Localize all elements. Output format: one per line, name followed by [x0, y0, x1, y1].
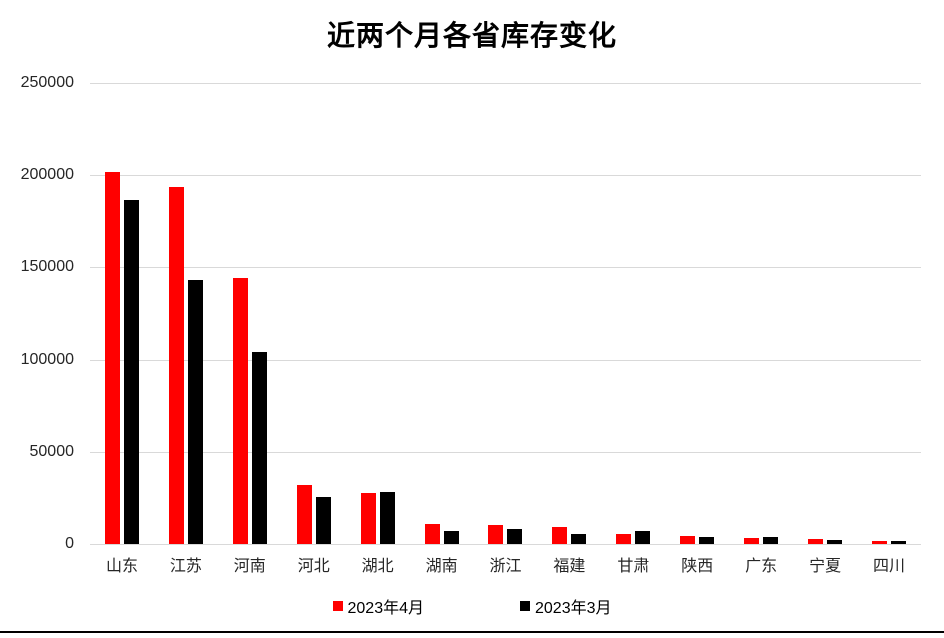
bar-2023年4月-广东	[744, 538, 760, 544]
x-tick-label-湖南: 湖南	[425, 558, 458, 575]
bar-group-江苏	[154, 83, 218, 544]
gridline	[90, 451, 921, 453]
gridline	[90, 175, 921, 177]
bar-group-四川	[857, 83, 921, 544]
x-tick-label-甘肃: 甘肃	[617, 558, 650, 575]
bar-group-甘肃	[601, 83, 665, 544]
y-tick-label: 150000	[20, 258, 74, 276]
bar-2023年4月-福建	[552, 526, 568, 544]
bar-group-山东	[90, 83, 154, 544]
bar-2023年3月-广东	[763, 537, 779, 544]
y-tick-label: 250000	[20, 74, 74, 91]
y-tick-label: 50000	[29, 442, 75, 460]
x-tick-label-陕西: 陕西	[681, 558, 714, 575]
legend-item-april: 2023年4月	[332, 594, 425, 618]
bar-2023年4月-四川	[872, 540, 888, 544]
y-axis-labels: 0 50000 100000 150000 200000 250000	[0, 75, 75, 552]
bar-2023年3月-浙江	[507, 528, 523, 544]
bar-2023年3月-河南	[251, 352, 267, 544]
bar-groups	[90, 83, 921, 544]
bar-2023年3月-湖北	[379, 492, 395, 544]
gridline	[90, 359, 921, 361]
plot-area	[90, 83, 921, 545]
bar-group-福建	[537, 83, 601, 544]
bar-2023年3月-江苏	[187, 280, 203, 544]
bar-2023年3月-河北	[315, 496, 331, 544]
gridline	[90, 267, 921, 269]
x-tick-label-山东: 山东	[105, 558, 138, 575]
x-tick-label-河南: 河南	[233, 558, 266, 575]
legend-swatch-april-icon	[332, 601, 343, 611]
bar-2023年4月-湖北	[360, 493, 376, 544]
y-tick-label: 200000	[20, 166, 74, 184]
bar-group-广东	[729, 83, 793, 544]
gridline	[90, 83, 921, 84]
bar-2023年3月-湖南	[443, 531, 459, 544]
bar-2023年4月-陕西	[680, 536, 696, 544]
bar-group-河北	[282, 83, 346, 544]
bar-2023年3月-甘肃	[635, 531, 651, 544]
bar-group-陕西	[665, 83, 729, 544]
bar-2023年3月-山东	[123, 200, 139, 544]
y-tick-label: 100000	[20, 350, 74, 368]
x-tick-label-江苏: 江苏	[169, 558, 202, 575]
y-tick-label: 0	[65, 535, 74, 552]
bar-2023年4月-湖南	[424, 523, 440, 544]
legend-label-april: 2023年4月	[347, 600, 425, 617]
bar-2023年4月-甘肃	[616, 533, 632, 544]
bar-2023年4月-江苏	[168, 187, 184, 544]
x-tick-label-宁夏: 宁夏	[809, 558, 842, 575]
bar-2023年3月-陕西	[699, 536, 715, 544]
bottom-border-line	[0, 631, 944, 633]
bar-group-河南	[218, 83, 282, 544]
legend: 2023年4月 2023年3月	[0, 594, 944, 618]
x-tick-label-广东: 广东	[745, 558, 778, 575]
x-tick-label-浙江: 浙江	[489, 558, 522, 575]
bar-2023年4月-河南	[232, 277, 248, 544]
bar-2023年4月-河北	[296, 485, 312, 544]
chart-title: 近两个月各省库存变化	[326, 20, 617, 51]
bar-2023年3月-福建	[571, 534, 587, 544]
bar-2023年3月-宁夏	[827, 539, 843, 544]
gridline	[90, 544, 921, 545]
legend-swatch-march-icon	[520, 601, 530, 611]
legend-item-march: 2023年3月	[520, 594, 612, 618]
x-tick-label-湖北: 湖北	[361, 558, 394, 575]
bar-group-宁夏	[793, 83, 857, 544]
x-tick-label-河北: 河北	[297, 558, 330, 575]
x-tick-label-福建: 福建	[553, 558, 586, 575]
bar-group-浙江	[474, 83, 538, 544]
x-axis-labels: 山东 江苏 河南 河北 湖北 湖南 浙江 福建 甘肃 陕西 广东 宁夏 四川	[90, 552, 921, 576]
bar-2023年4月-浙江	[488, 524, 504, 544]
bar-group-湖南	[410, 83, 474, 544]
bar-2023年4月-宁夏	[808, 538, 824, 544]
bar-2023年4月-山东	[104, 172, 120, 544]
bar-2023年3月-四川	[891, 541, 907, 544]
bar-group-湖北	[346, 83, 410, 544]
legend-label-march: 2023年3月	[535, 600, 612, 617]
x-tick-label-四川: 四川	[873, 558, 906, 575]
